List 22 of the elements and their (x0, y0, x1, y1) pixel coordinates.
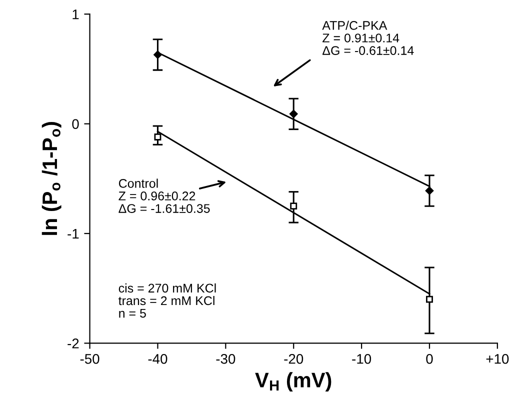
y-tick-label: 1 (72, 10, 79, 20)
point (154, 134, 162, 140)
x-tick-label: -20 (284, 354, 304, 364)
x-tick-label: +10 (486, 354, 509, 364)
point (154, 50, 162, 59)
x-tick-label: -50 (80, 354, 100, 364)
x-axis-title: V$_{H}$ (mV) (255, 372, 332, 392)
x-tick-label: -40 (148, 354, 168, 364)
annotation: ATP/C-PKA Z = 0.91±0.14 ΔG = -0.61±0.14 (322, 20, 414, 55)
y-tick-label: -2 (68, 338, 79, 348)
y-axis-title: ln (P$_{o}$ /1-P$_{o}$) (42, 122, 62, 235)
point (425, 186, 434, 195)
x-tick-label: 0 (426, 354, 433, 364)
y-tick-label: -1 (68, 228, 79, 239)
x-tick-label: -30 (216, 354, 236, 364)
annotation: cis = 270 mM KCl trans = 2 mM KCl n = 5 (118, 283, 216, 318)
annotation: Control Z = 0.96±0.22 ΔG = -1.61±0.35 (118, 178, 210, 213)
point (289, 110, 298, 118)
point (290, 202, 298, 210)
point (426, 296, 433, 303)
x-tick-label: -10 (352, 354, 372, 364)
y-tick-label: 0 (72, 119, 79, 129)
